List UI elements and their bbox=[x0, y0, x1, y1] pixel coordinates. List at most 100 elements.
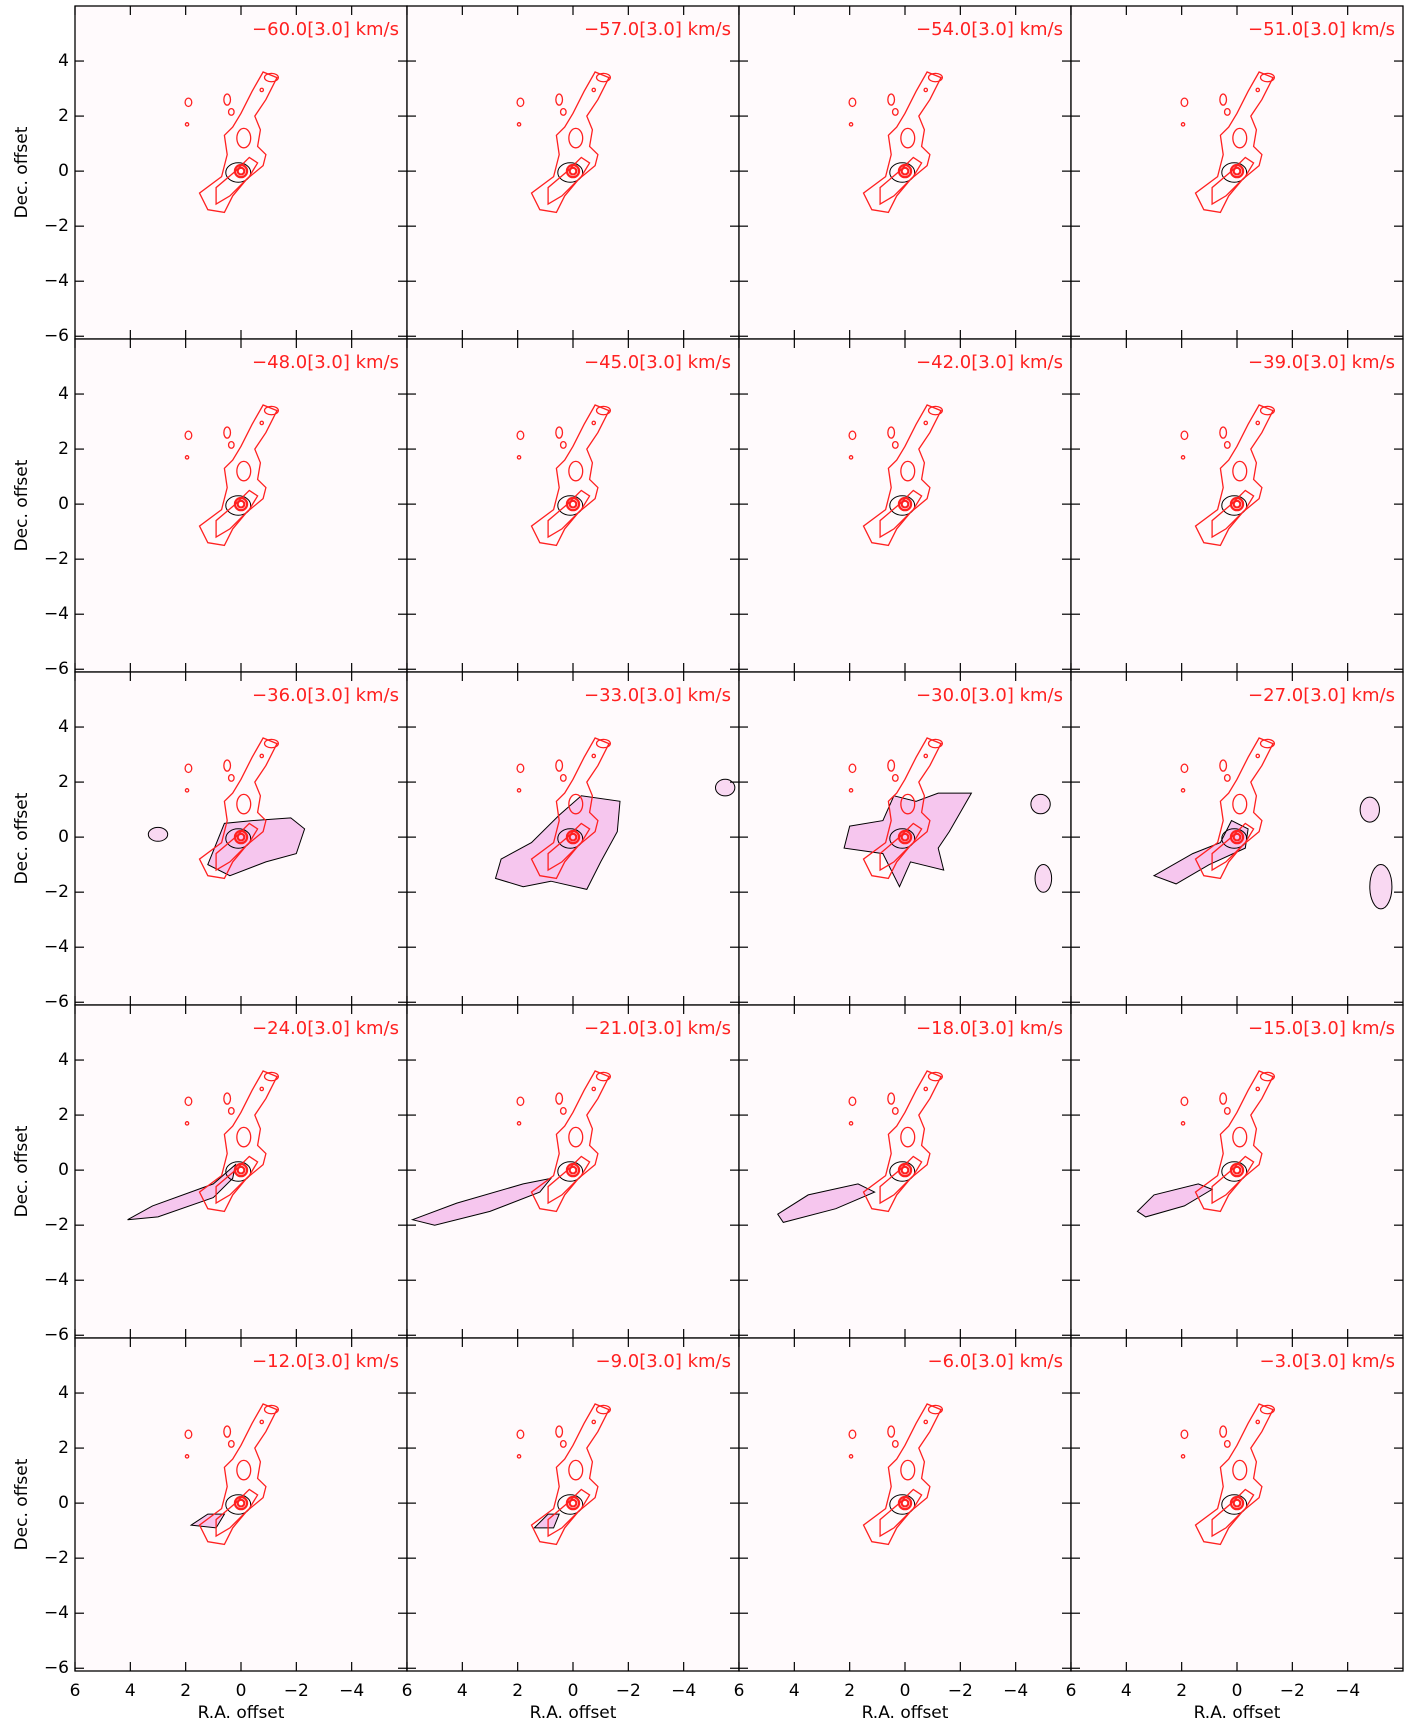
red-contour bbox=[568, 1126, 584, 1148]
red-contour bbox=[184, 122, 190, 127]
red-contour bbox=[591, 1419, 597, 1425]
emission-blob bbox=[1034, 864, 1053, 893]
panel-image bbox=[1071, 1338, 1403, 1671]
x-tick-label: 0 bbox=[568, 1681, 579, 1701]
red-contour bbox=[1232, 460, 1248, 482]
y-tick-label: 4 bbox=[58, 384, 69, 404]
panel-background bbox=[1071, 1005, 1403, 1338]
red-contour bbox=[1229, 1495, 1245, 1511]
x-tick-label: 4 bbox=[789, 1681, 800, 1701]
y-tick-label: 4 bbox=[58, 1050, 69, 1070]
panel-image bbox=[739, 1005, 1071, 1338]
core-contour bbox=[1221, 162, 1248, 183]
panel-label: −9.0[3.0] km/s bbox=[595, 1351, 731, 1372]
red-contour bbox=[927, 738, 943, 749]
core-contour bbox=[225, 162, 252, 183]
red-contour bbox=[1219, 93, 1228, 106]
y-tick-label: 4 bbox=[58, 717, 69, 737]
red-contour bbox=[184, 788, 190, 793]
x-axis-label: R.A. offset bbox=[198, 1703, 285, 1722]
red-contour bbox=[1255, 87, 1261, 93]
y-tick-label: 2 bbox=[58, 439, 69, 459]
y-tick-label: 2 bbox=[58, 1105, 69, 1125]
core-contour bbox=[225, 495, 252, 516]
red-contour bbox=[223, 93, 232, 106]
red-contour bbox=[1180, 788, 1186, 793]
red-contour bbox=[236, 460, 252, 482]
red-contour bbox=[1232, 499, 1242, 509]
red-contour bbox=[891, 773, 899, 782]
y-tick-label: −2 bbox=[44, 1215, 69, 1235]
red-contour bbox=[227, 1439, 235, 1448]
red-contour bbox=[236, 166, 246, 176]
panel-image bbox=[739, 339, 1071, 672]
red-contour bbox=[1232, 832, 1242, 842]
red-contour bbox=[516, 455, 522, 460]
x-axis-label: R.A. offset bbox=[862, 1703, 949, 1722]
red-contour bbox=[516, 1429, 525, 1440]
emission-blob bbox=[147, 826, 169, 842]
red-contour bbox=[897, 829, 913, 845]
red-contour bbox=[259, 1419, 265, 1425]
panel-background bbox=[407, 339, 739, 672]
panel-label: −48.0[3.0] km/s bbox=[252, 352, 399, 373]
red-contour bbox=[891, 107, 899, 116]
x-axis-label: R.A. offset bbox=[1194, 1703, 1281, 1722]
red-contour bbox=[233, 829, 249, 845]
red-contour bbox=[215, 1488, 259, 1538]
red-contour bbox=[263, 405, 279, 416]
y-axis-label: Dec. offset bbox=[12, 1125, 32, 1217]
x-tick-label: 6 bbox=[402, 1681, 413, 1701]
red-contour bbox=[547, 822, 591, 872]
red-contour bbox=[1255, 753, 1261, 759]
red-contour bbox=[555, 93, 564, 106]
red-contour bbox=[227, 107, 235, 116]
x-tick-label: 6 bbox=[1066, 1681, 1077, 1701]
red-contour bbox=[1259, 72, 1276, 83]
red-contour bbox=[184, 1454, 190, 1459]
emission-blob bbox=[207, 817, 306, 877]
red-contour bbox=[900, 127, 916, 149]
core-contour bbox=[225, 828, 252, 849]
red-contour bbox=[1223, 1439, 1231, 1448]
red-contour bbox=[879, 1488, 923, 1538]
y-tick-label: 0 bbox=[58, 827, 69, 847]
red-contour bbox=[547, 1488, 591, 1538]
y-axis-label: Dec. offset bbox=[12, 459, 32, 551]
red-contour bbox=[1180, 122, 1186, 127]
red-contour bbox=[555, 759, 564, 772]
panel: −18.0[3.0] km/s bbox=[738, 1004, 1072, 1339]
red-contour bbox=[568, 793, 584, 815]
red-contour bbox=[516, 788, 522, 793]
red-contour bbox=[923, 753, 929, 759]
red-contour bbox=[236, 1165, 246, 1175]
red-contour bbox=[595, 1071, 611, 1082]
red-contour bbox=[568, 1165, 578, 1175]
y-tick-label: 0 bbox=[58, 1160, 69, 1180]
y-tick-label: −2 bbox=[44, 1548, 69, 1568]
red-contour bbox=[236, 499, 246, 509]
panel: 4 2 0 −2 −4 −6 −36.0[3.0] km/s Dec. offset bbox=[12, 671, 408, 1012]
red-contour bbox=[565, 163, 581, 179]
panel: −21.0[3.0] km/s bbox=[406, 1004, 740, 1339]
red-contour bbox=[236, 127, 252, 149]
panel-background bbox=[75, 339, 407, 672]
red-contour bbox=[848, 430, 857, 441]
core-contour bbox=[889, 828, 916, 849]
panel-image bbox=[407, 1338, 739, 1671]
red-contour bbox=[1180, 455, 1186, 460]
red-contour bbox=[236, 1126, 252, 1148]
red-contour bbox=[547, 1155, 591, 1205]
red-contour bbox=[223, 1092, 232, 1105]
red-contour bbox=[1211, 822, 1255, 872]
y-tick-label: 2 bbox=[58, 106, 69, 126]
panel: −57.0[3.0] km/s bbox=[406, 5, 740, 340]
x-tick-label: 2 bbox=[512, 1681, 523, 1701]
panel-image bbox=[1071, 6, 1403, 339]
emission-blob bbox=[1152, 819, 1249, 885]
x-tick-label: 4 bbox=[125, 1681, 136, 1701]
red-contour bbox=[233, 1162, 249, 1178]
red-contour bbox=[1223, 107, 1231, 116]
red-contour bbox=[184, 97, 193, 108]
red-contour bbox=[595, 405, 611, 416]
